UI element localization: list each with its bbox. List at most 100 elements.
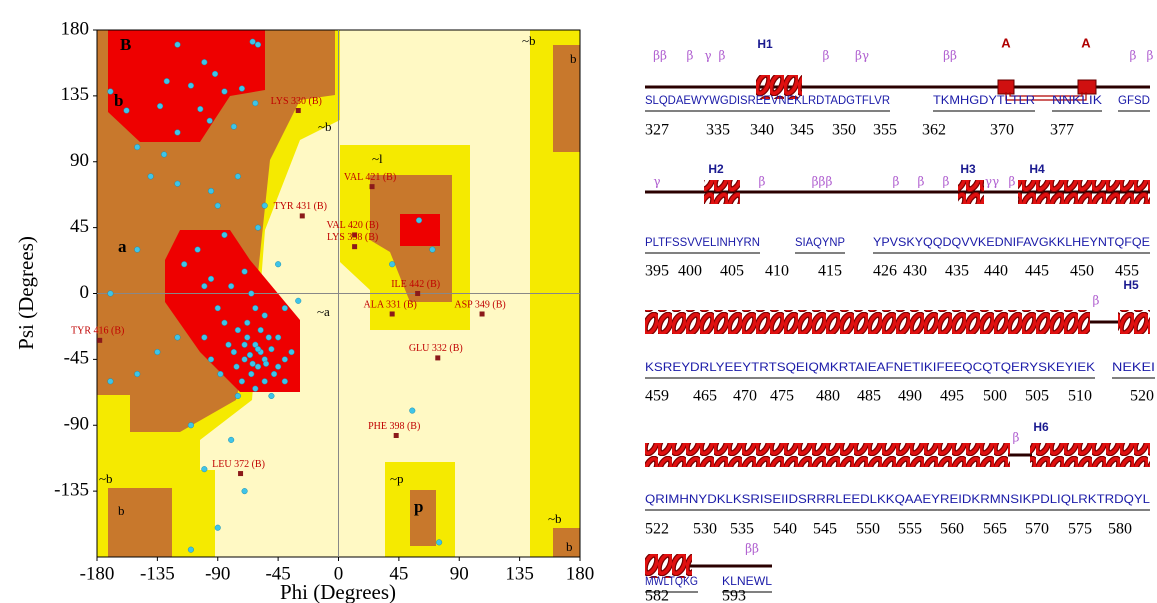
residue-point (239, 379, 245, 385)
outlier-label: VAL 421 (B) (344, 172, 396, 183)
y-tick-label: 0 (80, 282, 90, 303)
y-tick-label: 45 (70, 216, 89, 237)
residue-point (134, 144, 140, 150)
region-label: ~b (318, 119, 332, 134)
page: {"chart_data": {"type": "scatter", "xlab… (0, 0, 1157, 603)
residue-point (231, 124, 237, 130)
residue-number: 495 (940, 388, 964, 405)
outlier-label: ILE 442 (B) (391, 279, 440, 290)
structure-annotation: β (823, 49, 830, 63)
sequence: QRIMHNYDKLKSRISEIIDSRRRLEEDLKKQAAEYREIDK… (645, 492, 1150, 506)
residue-point (175, 181, 181, 187)
residue-point (175, 42, 181, 48)
outlier-label: ASP 349 (B) (454, 299, 505, 310)
y-axis-title: Psi (Degrees) (14, 236, 38, 350)
residue-point (235, 174, 241, 180)
y-tick-label: 90 (70, 150, 89, 171)
structure-annotation: β (1013, 431, 1020, 445)
residue-point (134, 247, 140, 253)
residue-point (282, 379, 288, 385)
outlier-point (370, 184, 375, 189)
structure-annotation: H4 (1029, 162, 1045, 176)
structure-annotation: ββ (653, 49, 667, 63)
residue-number: 575 (1068, 521, 1092, 538)
structure-annotation: H5 (1123, 278, 1139, 292)
x-tick-label: -90 (205, 563, 230, 584)
residue-number: 565 (983, 521, 1007, 538)
residue-number: 522 (645, 521, 669, 538)
outlier-label: LEU 372 (B) (212, 459, 265, 470)
residue-number: 370 (990, 122, 1014, 139)
sequence: KSREYDRLYEEYTRTSQEIQMKRTAIEAFNETIKIFEEQC… (645, 360, 1095, 374)
residue-point (108, 89, 114, 95)
residue-point (202, 283, 208, 289)
residue-point (108, 291, 114, 297)
residue-number: 500 (983, 388, 1007, 405)
residue-point (262, 379, 268, 385)
residue-point (258, 327, 264, 333)
residue-number: 560 (940, 521, 964, 538)
residue-number: 350 (832, 122, 856, 139)
residue-point (181, 261, 187, 267)
strand (998, 80, 1014, 94)
structure-annotation: ββ (943, 49, 957, 63)
residue-number: 545 (813, 521, 837, 538)
residue-point (202, 466, 208, 472)
residue-number: 470 (733, 388, 757, 405)
residue-point (208, 357, 214, 363)
region-label: b (566, 539, 573, 554)
residue-point (255, 364, 261, 370)
residue-number: 455 (1115, 263, 1139, 280)
residue-point (253, 100, 259, 106)
residue-number: 450 (1070, 263, 1094, 280)
region-label: ~b (522, 33, 536, 48)
residue-point (242, 357, 248, 363)
residue-number: 415 (818, 263, 842, 280)
residue-number: 540 (773, 521, 797, 538)
sequence: KLNEWL (722, 574, 772, 588)
residue-point (155, 349, 161, 355)
residue-point (175, 130, 181, 136)
structure-annotation: H3 (960, 162, 976, 176)
residue-number: 480 (816, 388, 840, 405)
residue-point (242, 488, 248, 494)
residue-point (282, 305, 288, 311)
region-label: b (118, 503, 125, 518)
structure-annotation: βββ (812, 175, 833, 189)
region-label: b (114, 91, 123, 110)
sequence: TKMHGDYTLTLR (933, 93, 1035, 107)
residue-point (289, 349, 295, 355)
outlier-label: ALA 331 (B) (363, 299, 416, 310)
residue-point (253, 305, 259, 311)
residue-number: 440 (984, 263, 1008, 280)
x-tick-label: 90 (450, 563, 469, 584)
sequence: GFSD (1118, 93, 1150, 107)
residue-number: 475 (770, 388, 794, 405)
residue-point (202, 59, 208, 65)
residue-number: 345 (790, 122, 814, 139)
x-tick-label: 45 (389, 563, 408, 584)
residue-point (295, 298, 301, 304)
outlier-point (238, 471, 243, 476)
outlier-point (390, 311, 395, 316)
x-tick-label: 180 (566, 563, 595, 584)
residue-number: 400 (678, 263, 702, 280)
residue-point (269, 393, 275, 399)
structure-annotation: β (1093, 294, 1100, 308)
residue-point (262, 203, 268, 209)
figure: B b ~b a ~a ~l ~b b ~b b ~p p ~b b Phi (… (0, 0, 1157, 603)
residue-point (202, 335, 208, 341)
structure-annotation: A (1001, 35, 1011, 50)
residue-point (242, 342, 248, 348)
residue-point (235, 327, 241, 333)
residue-point (175, 335, 181, 341)
residue-point (207, 118, 213, 124)
structure-annotation: β (1147, 49, 1154, 63)
residue-number: 580 (1108, 521, 1132, 538)
residue-point (244, 335, 250, 341)
residue-point (262, 313, 268, 319)
outlier-point (97, 338, 102, 343)
residue-number: 505 (1025, 388, 1049, 405)
residue-point (164, 78, 170, 84)
residue-point (235, 393, 241, 399)
